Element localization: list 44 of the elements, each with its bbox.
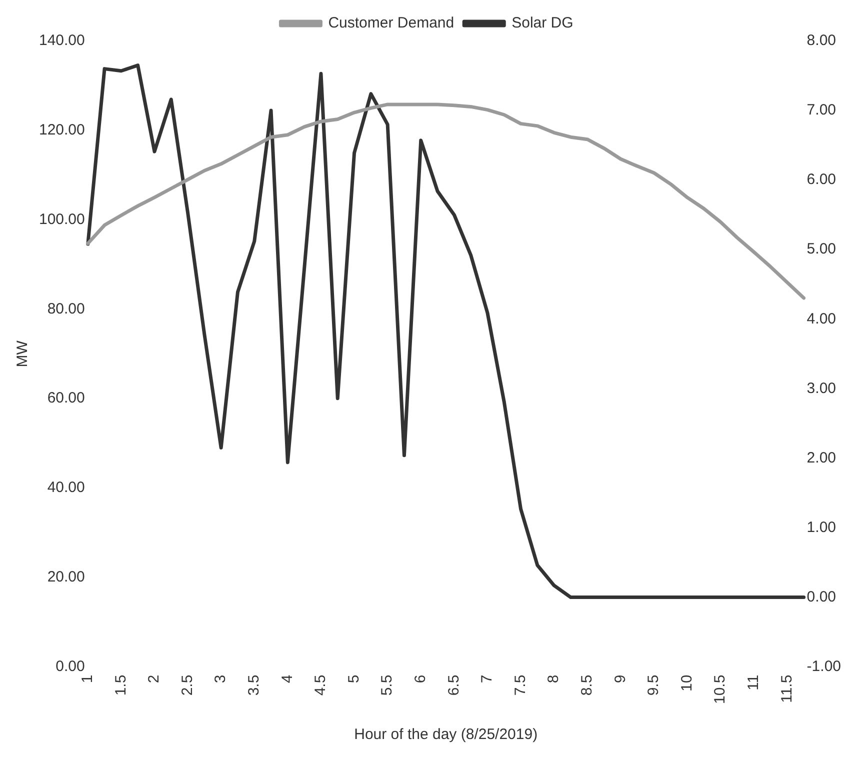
x-tick-label: 2.5 [178,674,196,696]
x-tick-label: 6.5 [445,674,462,696]
x-axis-title: Hour of the day (8/25/2019) [354,726,538,744]
x-tick-label: 1 [79,674,96,684]
x-tick-label: 4 [278,674,296,684]
y2-tick-label: 6.00 [806,171,836,188]
y-tick-label: 100.00 [38,210,85,228]
x-tick-label: 7.5 [512,674,529,696]
x-tick-label: 3.5 [246,674,263,696]
x-tick-label: 1.5 [112,674,130,696]
y2-tick-label: -1.00 [806,658,842,675]
y-tick-label: 60.00 [47,390,85,407]
y-axis-title: MW [14,340,32,368]
y2-tick-label: 8.00 [806,32,836,50]
x-tick-label: 6 [412,674,430,684]
y-tick-label: 40.00 [47,479,85,496]
y2-tick-label: 5.00 [806,240,836,258]
x-tick-label: 10.5 [712,674,729,704]
y2-tick-label: 0.00 [806,588,836,606]
y-tick-label: 0.00 [56,658,85,675]
y2-tick-label: 7.00 [806,102,836,119]
y2-tick-label: 2.00 [806,449,836,466]
y-tick-label: 20.00 [47,568,85,586]
y-tick-label: 80.00 [47,300,85,318]
x-tick-label: 3 [212,674,230,684]
legend-label: Customer Demand [328,14,454,32]
x-tick-label: 8.5 [578,674,596,696]
x-tick-label: 11 [745,674,762,690]
x-tick-label: 11.5 [778,674,796,703]
x-tick-label: 7 [478,674,496,684]
x-tick-label: 5 [345,674,362,684]
y-tick-label: 140.00 [38,32,85,50]
y-tick-label: 120.00 [38,122,85,139]
y2-tick-label: 4.00 [806,310,836,328]
y2-tick-label: 1.00 [806,518,836,536]
x-tick-label: 10 [678,674,696,692]
x-tick-label: 5.5 [378,674,396,696]
legend-label: Solar DG [512,14,574,32]
x-tick-label: 9 [612,674,629,684]
x-tick-label: 9.5 [645,674,662,696]
x-tick-label: 2 [146,674,163,684]
y2-tick-label: 3.00 [806,380,836,397]
x-tick-label: 4.5 [312,674,330,696]
x-tick-label: 8 [545,674,562,684]
